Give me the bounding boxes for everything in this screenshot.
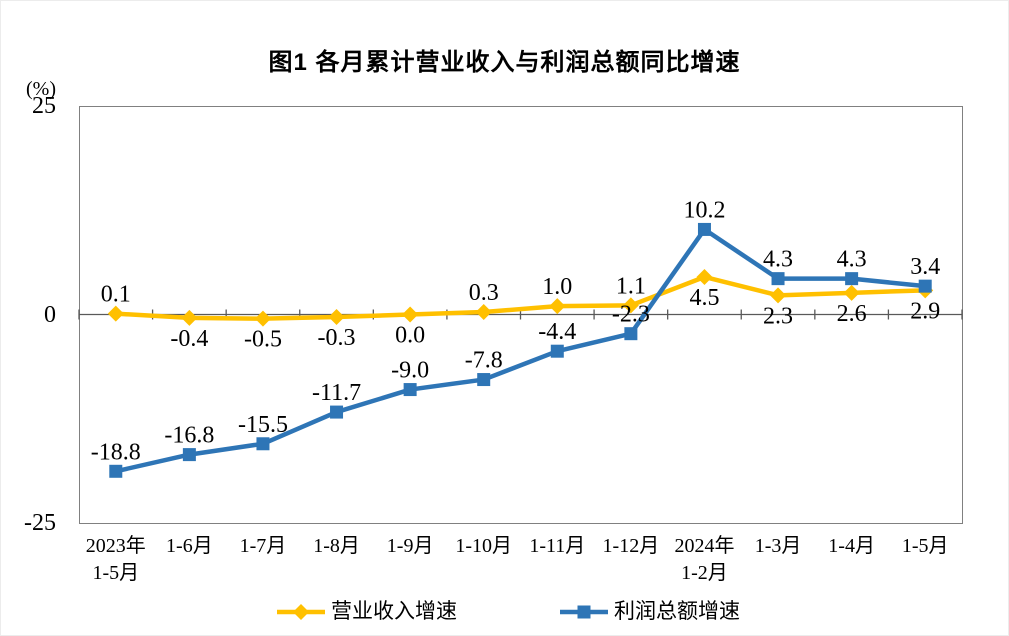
x-tick-label-line: 1-11月 <box>529 535 586 557</box>
data-label: 4.3 <box>837 247 867 273</box>
data-point-marker <box>330 405 344 419</box>
data-label: -16.8 <box>164 423 214 449</box>
data-point-marker <box>402 306 419 323</box>
profit-series-swatch-icon <box>560 605 608 618</box>
y-tick-label: 25 <box>32 93 56 119</box>
x-tick-label-line: 1-5月 <box>901 535 949 557</box>
x-tick-label-line: 1-8月 <box>313 535 360 557</box>
data-point-marker <box>549 298 566 315</box>
x-tick-label-line: 1-3月 <box>754 535 802 557</box>
series-line-1 <box>115 227 926 474</box>
data-label: 2.6 <box>837 301 867 327</box>
legend-item-profit: 利润总额增速 <box>560 599 740 624</box>
data-point-marker <box>181 309 198 326</box>
data-label: 0.0 <box>395 323 425 349</box>
y-axis-unit-label: (%) <box>26 78 56 100</box>
x-tick-label: 1-10月 <box>419 533 549 560</box>
x-tick-label: 1-7月 <box>198 533 328 560</box>
y-tick-label: -25 <box>24 510 56 536</box>
x-tick-label-line: 1-12月 <box>602 535 660 557</box>
chart-title: 图1 各月累计营业收入与利润总额同比增速 <box>268 49 741 76</box>
x-tick-label: 1-9月 <box>345 533 475 560</box>
data-label: 4.3 <box>763 247 793 273</box>
data-label: 1.1 <box>616 273 646 299</box>
x-tick-label-line: 1-10月 <box>455 535 513 557</box>
data-point-marker <box>256 437 270 451</box>
data-label: 0.3 <box>469 280 499 306</box>
data-point-marker <box>918 279 932 293</box>
legend-item-revenue: 营业收入增速 <box>277 599 457 624</box>
data-point-marker <box>845 272 859 286</box>
x-tick-label: 2023年 1-5月 <box>51 533 181 587</box>
data-label: -9.0 <box>391 358 429 384</box>
legend-label-revenue: 营业收入增速 <box>331 599 457 623</box>
data-label: -15.5 <box>238 412 288 438</box>
series-line-0 <box>115 274 926 321</box>
data-point-marker <box>182 448 196 462</box>
x-tick-label: 1-11月 <box>492 533 622 560</box>
legend-marker-icon <box>293 603 309 620</box>
data-point-marker <box>696 268 713 285</box>
legend-marker-icon <box>577 605 591 618</box>
data-label: 2.3 <box>763 303 793 329</box>
data-point-marker <box>254 310 271 327</box>
data-label: -0.3 <box>318 325 356 351</box>
x-tick-label-line: 1-6月 <box>166 535 213 557</box>
x-tick-label-line: 2023年 <box>85 535 146 557</box>
x-tick-label: 1-4月 <box>787 533 917 560</box>
x-tick-label-line: 1-2月 <box>681 562 728 584</box>
x-tick-label: 1-3月 <box>713 533 843 560</box>
data-label: 2.9 <box>910 298 940 324</box>
data-label: -18.8 <box>91 439 141 465</box>
data-point-marker <box>843 284 860 301</box>
data-point-marker <box>550 344 564 358</box>
data-label: -2.3 <box>612 302 650 328</box>
data-label: -4.4 <box>538 319 576 345</box>
revenue-series-swatch-icon <box>277 603 325 620</box>
data-point-marker <box>328 309 345 326</box>
y-tick-label: 0 <box>44 301 56 328</box>
x-tick-label: 1-12月 <box>566 533 696 560</box>
x-tick-label: 1-5月 <box>860 533 990 560</box>
x-tick-label: 1-8月 <box>272 533 402 560</box>
data-label: -7.8 <box>465 348 503 374</box>
x-tick-label-line: 1-5月 <box>92 562 140 584</box>
data-point-marker <box>624 327 638 341</box>
data-point-marker <box>770 287 787 304</box>
data-label: 0.1 <box>101 282 131 308</box>
data-label: -11.7 <box>312 380 361 406</box>
data-label: -0.4 <box>170 326 208 352</box>
data-label: 1.0 <box>542 274 572 300</box>
x-tick-label-line: 1-7月 <box>239 535 287 557</box>
data-label: 4.5 <box>689 285 719 311</box>
data-point-marker <box>477 373 491 387</box>
data-point-marker <box>107 305 124 322</box>
x-tick-label-line: 2024年 <box>674 535 735 557</box>
legend-label-profit: 利润总额增速 <box>614 599 740 623</box>
data-point-marker <box>475 303 492 320</box>
data-point-marker <box>622 297 639 314</box>
data-point-marker <box>697 222 711 236</box>
data-point-marker <box>403 383 417 397</box>
data-point-marker <box>771 272 785 286</box>
x-tick-label-line: 1-9月 <box>386 535 434 557</box>
data-point-marker <box>109 464 123 478</box>
data-label: 3.4 <box>910 254 940 280</box>
x-tick-label: 1-6月 <box>124 533 254 560</box>
x-tick-label-line: 1-4月 <box>828 535 875 557</box>
x-tick-label: 2024年 1-2月 <box>639 533 769 587</box>
data-label: 10.2 <box>683 197 725 223</box>
data-label: -0.5 <box>244 327 282 353</box>
